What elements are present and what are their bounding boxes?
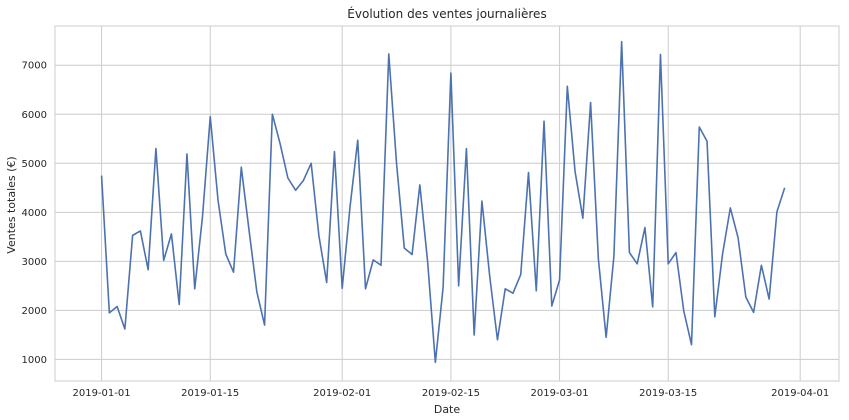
y-tick-label: 2000 [22, 306, 47, 317]
x-tick-label: 2019-03-01 [530, 388, 588, 399]
y-tick-label: 5000 [22, 159, 47, 170]
y-gridlines [55, 64, 839, 360]
x-tick-labels: 2019-01-01 2019-01-15 2019-02-01 2019-02-15… [73, 388, 830, 399]
y-tick-label: 3000 [22, 257, 47, 268]
y-tick-label: 1000 [22, 355, 47, 366]
y-tick-label: 7000 [22, 61, 47, 72]
y-tick-labels: 1000 2000 3000 4000 5000 6000 7000 [22, 61, 47, 366]
x-axis-label: Date [434, 403, 461, 416]
x-tick-label: 2019-03-15 [639, 388, 697, 399]
plot-frame [54, 25, 840, 382]
x-tick-label: 2019-01-01 [73, 388, 131, 399]
series-line [100, 40, 786, 364]
chart-title: Évolution des ventes journalières [347, 6, 546, 21]
x-tick-label: 2019-01-15 [181, 388, 239, 399]
y-tick-label: 6000 [22, 110, 47, 121]
x-tick-label: 2019-02-01 [313, 388, 371, 399]
y-axis-label: Ventes totales (€) [5, 156, 18, 253]
x-tick-label: 2019-02-15 [422, 388, 480, 399]
y-tick-label: 4000 [22, 208, 47, 219]
x-tick-label: 2019-04-01 [771, 388, 829, 399]
